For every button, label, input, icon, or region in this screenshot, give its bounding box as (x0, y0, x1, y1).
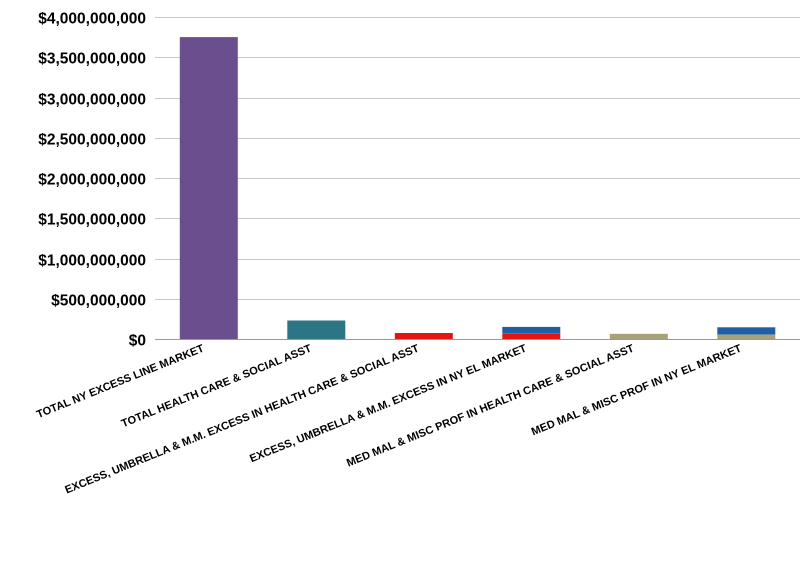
x-tick-label: MED MAL & MISC PROF IN NY EL MARKET (530, 343, 744, 439)
x-tick-label: TOTAL HEALTH CARE & SOCIAL ASST (120, 343, 314, 431)
y-axis: $0 $500,000,000 $1,000,000,000 $1,500,000,0… (38, 11, 146, 350)
bar-segment (717, 327, 776, 335)
y-tick-label: $2,500,000,000 (38, 132, 146, 149)
x-tick-label: EXCESS, UMBRELLA & M.M. EXCESS IN HEALTH… (63, 343, 421, 497)
y-tick-label: $0 (129, 333, 146, 350)
y-tick-label: $2,000,000,000 (38, 172, 146, 189)
bars (179, 37, 776, 339)
y-tick-label: $1,500,000,000 (38, 212, 146, 229)
y-tick-label: $500,000,000 (51, 293, 146, 310)
bar-segment (287, 320, 346, 339)
x-tick-label: TOTAL NY EXCESS LINE MARKET (35, 343, 206, 421)
bar-segment (394, 333, 453, 339)
y-tick-label: $4,000,000,000 (38, 11, 146, 28)
bar-segment (502, 333, 561, 339)
bar-segment (502, 326, 561, 334)
bar-segment (179, 37, 238, 339)
y-tick-label: $3,500,000,000 (38, 51, 146, 68)
bar-segment (609, 333, 668, 339)
bar-segment (717, 334, 776, 339)
y-tick-label: $1,000,000,000 (38, 253, 146, 270)
gridlines (155, 17, 800, 340)
y-tick-label: $3,000,000,000 (38, 92, 146, 109)
